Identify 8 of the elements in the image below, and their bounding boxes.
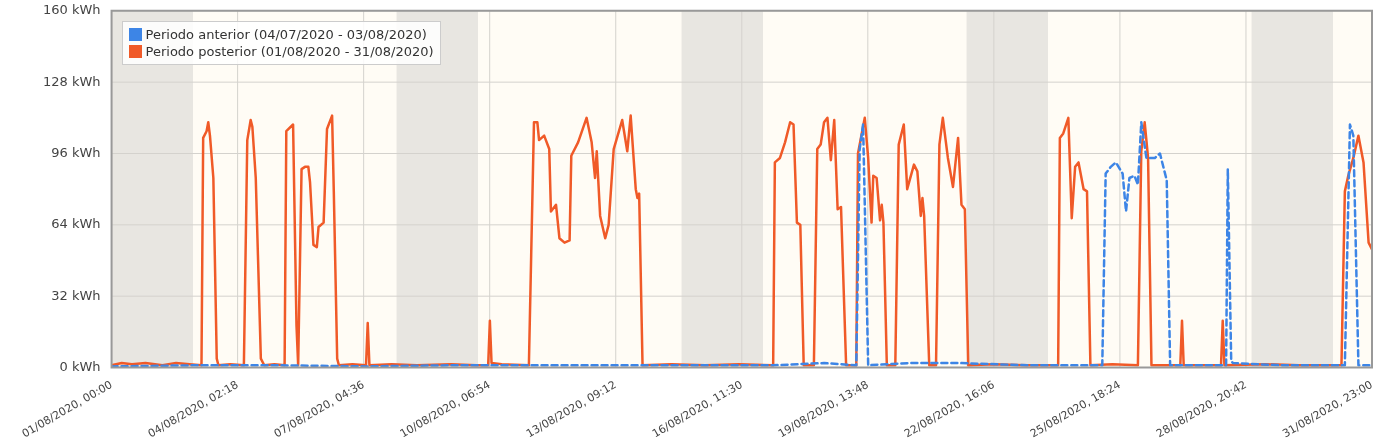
y-tick-label: 96 kWh: [51, 144, 101, 160]
y-tick-label: 0 kWh: [59, 358, 101, 374]
y-tick-label: 128 kWh: [42, 73, 101, 89]
y-tick-label: 32 kWh: [51, 287, 101, 303]
legend-label: Periodo posterior (01/08/2020 - 31/08/2020): [145, 43, 434, 59]
y-tick-label: 160 kWh: [42, 2, 101, 18]
legend-label: Periodo anterior (04/07/2020 - 03/08/2020): [145, 26, 427, 42]
y-tick-label: 64 kWh: [51, 216, 101, 232]
